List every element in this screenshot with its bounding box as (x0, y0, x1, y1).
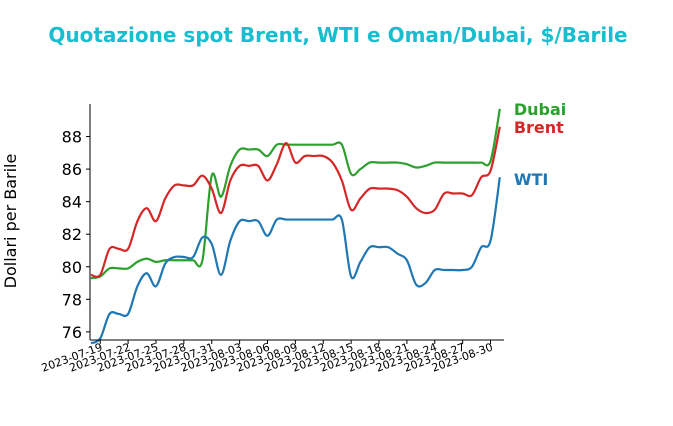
y-tick-label: 76 (62, 323, 82, 342)
series-line-dubai (90, 108, 501, 280)
y-tick-label: 84 (62, 193, 82, 212)
series-line-brent (90, 126, 501, 278)
y-axis-label: Dollari per Barile (1, 154, 20, 289)
y-tick-label: 82 (62, 225, 82, 244)
y-tick-label: 80 (62, 258, 82, 277)
y-tick-label: 78 (62, 290, 82, 309)
chart-title: Quotazione spot Brent, WTI e Oman/Dubai,… (48, 23, 627, 47)
series-line-wti (90, 177, 501, 345)
x-axis: 2023-07-192023-07-222023-07-252023-07-28… (40, 339, 504, 375)
y-axis: 76 78 80 82 84 86 88 (62, 104, 91, 342)
y-tick-label: 86 (62, 160, 82, 179)
plot-area (90, 108, 501, 345)
series-label-dubai: Dubai (514, 100, 566, 119)
series-label-brent: Brent (514, 118, 564, 137)
y-tick-label: 88 (62, 128, 82, 147)
series-label-wti: WTI (514, 170, 549, 189)
